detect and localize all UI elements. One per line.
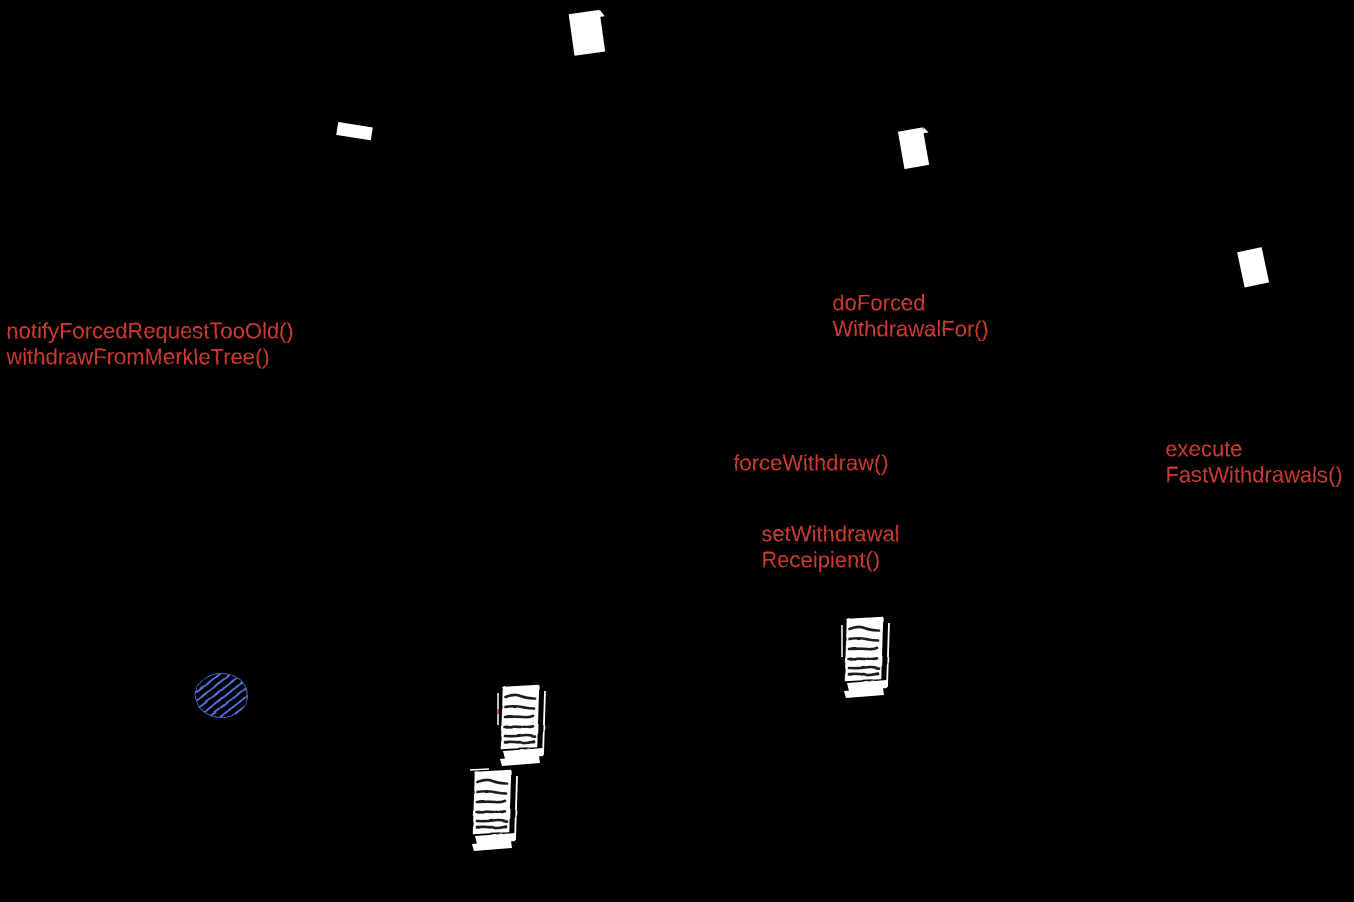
svg-text:doForced: doForced bbox=[832, 290, 925, 315]
svg-text:FastWithdrawals(): FastWithdrawals() bbox=[1165, 462, 1342, 487]
svg-text:withdrawFromMerkleTree(): withdrawFromMerkleTree() bbox=[5, 344, 269, 369]
svg-text:setWithdrawal: setWithdrawal bbox=[761, 521, 899, 546]
svg-text:forceWithdraw(): forceWithdraw() bbox=[733, 450, 888, 475]
svg-text:execute: execute bbox=[1165, 436, 1242, 461]
svg-text:Receipient(): Receipient() bbox=[761, 547, 880, 572]
svg-text:WithdrawalFor(): WithdrawalFor() bbox=[832, 316, 988, 341]
svg-text:notifyForcedRequestTooOld(): notifyForcedRequestTooOld() bbox=[6, 318, 293, 343]
